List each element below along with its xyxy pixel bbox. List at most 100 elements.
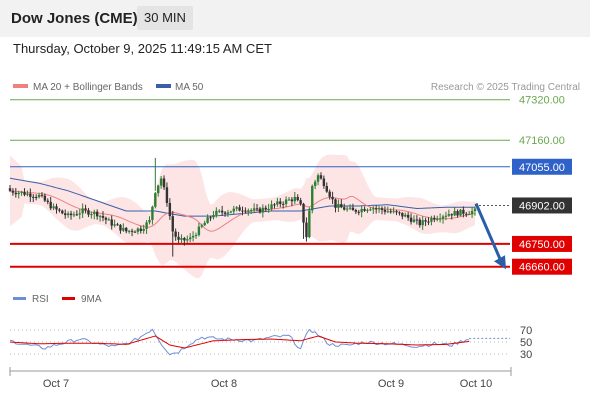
candle	[311, 185, 314, 211]
candle	[374, 208, 378, 210]
candle	[107, 219, 111, 221]
time-axis: Oct 7 Oct 8 Oct 9 Oct 10	[9, 367, 512, 390]
candle	[238, 207, 241, 211]
candle	[17, 192, 20, 195]
candle	[20, 191, 23, 193]
candle	[264, 207, 267, 210]
candle	[218, 210, 221, 212]
candle	[113, 224, 116, 226]
candle	[415, 219, 419, 221]
candle	[145, 222, 148, 229]
candle	[438, 218, 442, 220]
candle	[418, 219, 421, 226]
candle	[87, 210, 90, 215]
candle	[23, 191, 26, 195]
candle	[130, 230, 134, 232]
candle	[255, 208, 259, 210]
candle	[351, 207, 355, 211]
candle	[209, 217, 212, 219]
candle	[360, 208, 363, 213]
candle	[421, 220, 424, 226]
candle	[473, 208, 477, 211]
candle	[401, 212, 404, 217]
candle	[52, 206, 55, 209]
bollinger-band	[10, 154, 475, 279]
candle	[383, 209, 387, 212]
candle	[334, 199, 337, 208]
candle	[404, 214, 407, 217]
rsi-ma-legend-swatch	[62, 297, 75, 300]
candle	[49, 201, 52, 209]
candle	[11, 190, 15, 193]
candle	[337, 204, 340, 208]
candle	[14, 192, 18, 195]
level-label-46750.00: 46750.00	[519, 239, 565, 251]
candle	[270, 204, 273, 209]
candle	[235, 207, 238, 209]
candle	[261, 207, 265, 213]
candle	[26, 193, 29, 195]
candle	[325, 185, 328, 192]
candle	[171, 216, 174, 232]
ma50-legend-swatch	[156, 84, 171, 88]
candle	[206, 217, 209, 223]
candle	[29, 193, 32, 197]
candle	[139, 228, 142, 231]
candle	[174, 231, 177, 237]
candle	[72, 214, 76, 216]
candle	[212, 215, 215, 218]
rsi-ma-line	[9, 335, 470, 349]
x-tick-label: Oct 7	[43, 378, 69, 390]
x-tick-label: Oct 8	[211, 378, 237, 390]
candle	[424, 220, 427, 222]
candle	[81, 208, 84, 214]
candle	[66, 213, 70, 216]
rsi-level-label: 70	[520, 325, 532, 337]
credit-label: Research © 2025 Trading Central	[431, 82, 580, 93]
candle	[299, 200, 302, 204]
candle	[267, 208, 270, 210]
ma50-legend-label: MA 50	[175, 82, 204, 93]
candle	[180, 238, 183, 240]
candle	[354, 210, 358, 212]
candle	[258, 208, 262, 213]
candle	[125, 227, 128, 232]
candle	[98, 215, 102, 217]
candle	[392, 211, 395, 213]
candle	[116, 224, 119, 226]
candle	[377, 208, 381, 210]
candle	[340, 204, 343, 208]
candle	[389, 211, 392, 213]
candle	[127, 230, 131, 232]
candle	[142, 228, 145, 231]
candle	[305, 222, 308, 238]
candle	[465, 213, 468, 215]
candle	[406, 214, 410, 218]
candle	[273, 204, 276, 206]
candle	[252, 208, 256, 211]
candle	[276, 201, 279, 205]
candle	[453, 211, 456, 216]
candle	[459, 209, 462, 216]
candle	[348, 207, 352, 209]
candle	[293, 196, 297, 202]
instrument-title: Dow Jones (CME)	[11, 10, 138, 27]
candle	[188, 237, 192, 240]
candle	[395, 211, 398, 213]
candle	[357, 211, 360, 213]
candle	[61, 210, 64, 214]
candle	[104, 217, 108, 220]
level-label-46902.00: 46902.00	[519, 200, 565, 212]
candle	[32, 196, 35, 198]
rsi-level-label: 30	[520, 349, 532, 361]
candle	[322, 178, 326, 186]
candle	[110, 219, 113, 226]
candle	[319, 175, 323, 179]
candle	[328, 191, 331, 197]
candle	[162, 178, 166, 188]
timestamp: Thursday, October 9, 2025 11:49:15 AM CE…	[13, 41, 272, 56]
candle	[64, 213, 67, 216]
candle	[46, 200, 49, 202]
timeframe-badge[interactable]: 30 MIN	[137, 6, 193, 30]
